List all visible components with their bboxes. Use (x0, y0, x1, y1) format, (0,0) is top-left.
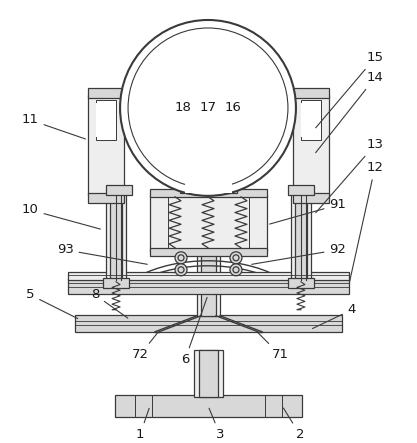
Text: 12: 12 (349, 161, 383, 282)
Bar (291, 190, 311, 282)
Bar (183, 178, 234, 190)
Bar (295, 190, 307, 282)
Bar (194, 350, 223, 396)
Text: 5: 5 (26, 288, 78, 319)
Bar (293, 193, 329, 203)
Bar (288, 185, 314, 195)
Text: 93: 93 (57, 243, 147, 264)
Bar (68, 278, 349, 294)
Text: 91: 91 (270, 198, 347, 224)
Text: 8: 8 (91, 288, 128, 318)
Bar (150, 248, 267, 256)
Bar (201, 240, 216, 316)
Text: 92: 92 (252, 243, 347, 264)
Bar (293, 95, 329, 195)
Bar (150, 189, 267, 197)
Bar (288, 278, 314, 288)
Bar (110, 190, 122, 282)
Bar (88, 88, 124, 98)
Bar (301, 100, 321, 140)
Bar (150, 195, 267, 252)
Bar (115, 395, 302, 417)
Text: 1: 1 (136, 408, 149, 441)
Text: 6: 6 (181, 297, 207, 366)
Bar (96, 100, 116, 140)
Text: 4: 4 (312, 303, 356, 329)
Bar (68, 272, 349, 280)
Text: 11: 11 (22, 113, 85, 139)
Text: 17: 17 (199, 101, 216, 114)
Bar (96, 103, 116, 137)
Bar (180, 175, 237, 193)
Text: 13: 13 (316, 138, 383, 213)
Bar (301, 103, 321, 137)
Text: 18: 18 (175, 101, 191, 114)
Text: 16: 16 (224, 101, 241, 114)
Circle shape (175, 264, 187, 276)
Bar (75, 315, 342, 332)
Text: 3: 3 (209, 408, 224, 441)
Text: 14: 14 (316, 71, 383, 153)
Circle shape (120, 20, 296, 196)
Circle shape (230, 252, 242, 264)
Bar (199, 350, 218, 396)
Circle shape (230, 264, 242, 276)
Circle shape (175, 252, 187, 264)
Bar (197, 240, 220, 316)
Bar (106, 185, 132, 195)
Bar (185, 182, 232, 193)
Text: 15: 15 (316, 51, 383, 128)
Text: 10: 10 (22, 203, 100, 229)
Bar (88, 193, 124, 203)
Bar (106, 190, 126, 282)
Text: 2: 2 (284, 408, 304, 441)
Text: 72: 72 (131, 332, 158, 361)
Bar (88, 95, 124, 195)
Bar (103, 278, 129, 288)
Text: 71: 71 (257, 332, 289, 361)
Bar (293, 88, 329, 98)
